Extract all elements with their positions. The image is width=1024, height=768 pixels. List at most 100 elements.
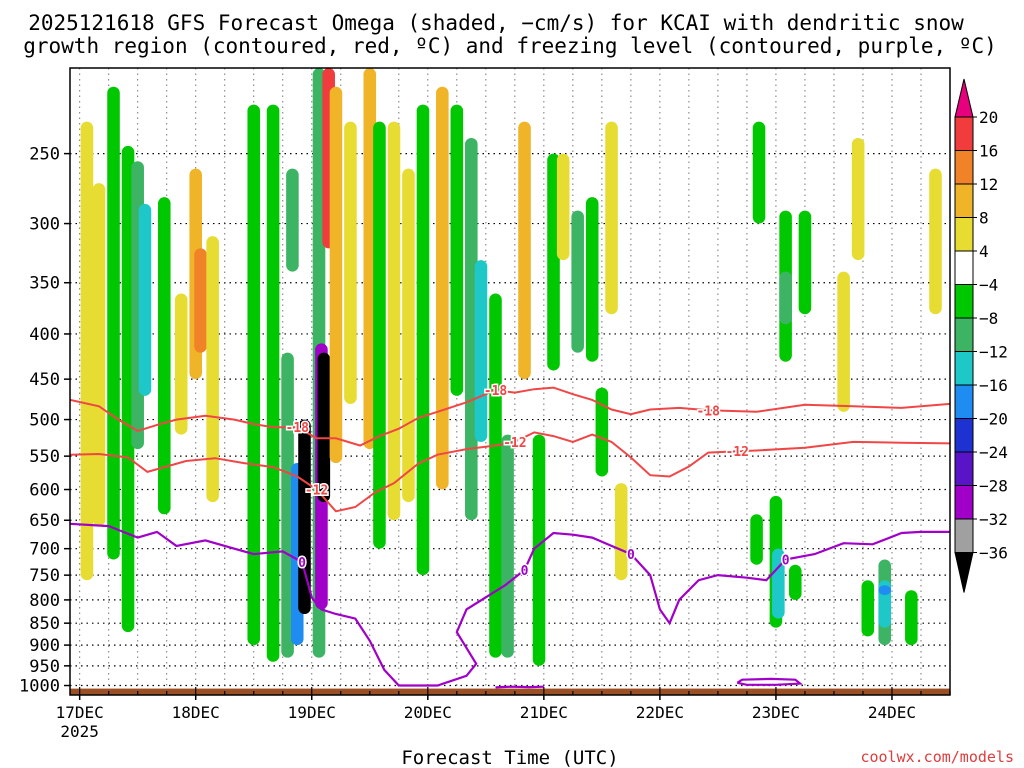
colorbar-label-12: −32 <box>979 510 1008 529</box>
omega-cell-30 <box>465 137 478 521</box>
omega-cell-6 <box>158 197 171 515</box>
colorbar: 20 16 12 8 4 −4 −8 −12 −16 −20 −24 −28 −32 −36 <box>954 78 1008 593</box>
omega-cell-14 <box>286 168 299 272</box>
y-tick-label-250: 250 <box>29 145 60 165</box>
colorbar-swatch-7 <box>954 317 974 352</box>
dgz-contour-1 <box>70 431 950 513</box>
colorbar-swatch-10 <box>954 418 974 453</box>
y-tick-label-1000: 1000 <box>19 677 60 697</box>
omega-cell-39 <box>585 197 599 362</box>
dgz-contour-label-1-0: -12 <box>305 484 328 499</box>
colorbar-label-9: −20 <box>979 410 1008 429</box>
y-tick-label-350: 350 <box>29 274 60 294</box>
y-tick-label-950: 950 <box>29 657 60 677</box>
omega-cell-3 <box>121 145 135 633</box>
omega-cell-32 <box>489 293 502 658</box>
x-axis-label: Forecast Time (UTC) <box>401 747 618 768</box>
omega-cell-11 <box>247 104 261 646</box>
colorbar-label-6: −8 <box>979 309 998 328</box>
plot-frame <box>69 67 951 696</box>
omega-cell-0 <box>80 121 94 581</box>
y-tick-label-600: 600 <box>29 481 60 501</box>
dgz-contour-label-0-2: -18 <box>696 404 720 419</box>
colorbar-swatch-11 <box>954 451 974 486</box>
colorbar-label-8: −16 <box>979 376 1008 395</box>
omega-cell-58 <box>905 590 918 646</box>
colorbar-swatch-3 <box>954 183 974 218</box>
omega-cell-5 <box>138 203 152 396</box>
dgz-contour-label-1-1: -12 <box>503 436 526 451</box>
colorbar-label-0: 20 <box>979 108 998 127</box>
omega-cell-40 <box>595 387 609 477</box>
omega-cell-10 <box>206 236 219 503</box>
omega-cell-21 <box>329 86 343 464</box>
freezing-level-label-1: 0 <box>521 564 529 579</box>
terrain-fill <box>70 688 950 695</box>
omega-cell-54 <box>861 580 875 637</box>
colorbar-swatch-12 <box>954 485 974 520</box>
colorbar-label-13: −36 <box>979 544 1008 563</box>
omega-cell-22 <box>344 121 357 404</box>
omega-cell-36 <box>547 153 560 371</box>
freezing-level-label-0: 0 <box>298 556 306 571</box>
omega-cell-48 <box>851 137 865 261</box>
y-tick-label-700: 700 <box>29 540 60 560</box>
x-tick-sublabel-0: 2025 <box>60 722 99 741</box>
omega-cell-19 <box>317 352 331 503</box>
x-tick-label-3: 20DEC <box>404 703 452 722</box>
dgz-contour-label-0-1: -18 <box>484 384 508 399</box>
omega-cell-57 <box>878 585 892 596</box>
y-tick-label-500: 500 <box>29 411 60 431</box>
colorbar-swatch-2 <box>954 150 974 185</box>
colorbar-swatch-6 <box>954 284 974 319</box>
omega-cell-35 <box>532 434 546 666</box>
dgz-contour-label-0-0: -18 <box>286 421 310 436</box>
omega-cell-34 <box>518 121 531 380</box>
colorbar-swatch-8 <box>954 351 974 386</box>
colorbar-label-10: −24 <box>979 443 1008 462</box>
y-tick-label-850: 850 <box>29 614 60 634</box>
omega-cell-31 <box>474 260 488 442</box>
x-tick-label-7: 24DEC <box>868 703 916 722</box>
omega-cell-37 <box>556 153 570 261</box>
omega-cell-46 <box>779 271 792 325</box>
y-tick-label-650: 650 <box>29 511 60 531</box>
omega-cell-9 <box>194 248 207 353</box>
omega-cell-45 <box>798 210 812 315</box>
x-tick-label-6: 23DEC <box>752 703 800 722</box>
omega-cell-43 <box>752 121 766 224</box>
omega-cell-50 <box>750 514 763 565</box>
x-tick-label-4: 21DEC <box>520 703 568 722</box>
y-tick-label-750: 750 <box>29 566 60 586</box>
omega-cell-38 <box>571 210 584 353</box>
omega-cell-49 <box>929 168 942 315</box>
omega-cell-13 <box>281 352 294 658</box>
freezing-level-label-2: 0 <box>627 548 635 563</box>
omega-cell-29 <box>450 104 464 396</box>
colorbar-swatch-4 <box>954 217 974 252</box>
colorbar-swatch-5 <box>954 250 974 285</box>
y-tick-label-900: 900 <box>29 636 60 656</box>
y-tick-label-450: 450 <box>29 370 60 390</box>
omega-cell-1 <box>92 183 106 527</box>
colorbar-label-1: 16 <box>979 142 998 161</box>
omega-cell-28 <box>436 86 449 490</box>
x-tick-label-2: 19DEC <box>288 703 336 722</box>
colorbar-label-7: −12 <box>979 343 1008 362</box>
y-tick-label-400: 400 <box>29 325 60 345</box>
omega-cell-53 <box>788 564 802 600</box>
omega-cell-42 <box>614 483 628 581</box>
omega-cell-25 <box>387 121 401 521</box>
chart-title-line-1: 2025121618 GFS Forecast Omega (shaded, −… <box>28 11 964 35</box>
source-credit: coolwx.com/models <box>860 748 1014 766</box>
freezing-level-contour-0 <box>70 522 950 687</box>
dgz-contour-label-1-2: -12 <box>726 445 749 460</box>
omega-cell-33 <box>501 434 514 658</box>
colorbar-swatch-9 <box>954 384 974 419</box>
colorbar-swatch-13 <box>954 518 974 553</box>
y-tick-label-550: 550 <box>29 447 60 467</box>
colorbar-swatch-1 <box>954 116 974 151</box>
omega-cell-52 <box>772 548 785 619</box>
omega-cell-16 <box>298 419 311 615</box>
